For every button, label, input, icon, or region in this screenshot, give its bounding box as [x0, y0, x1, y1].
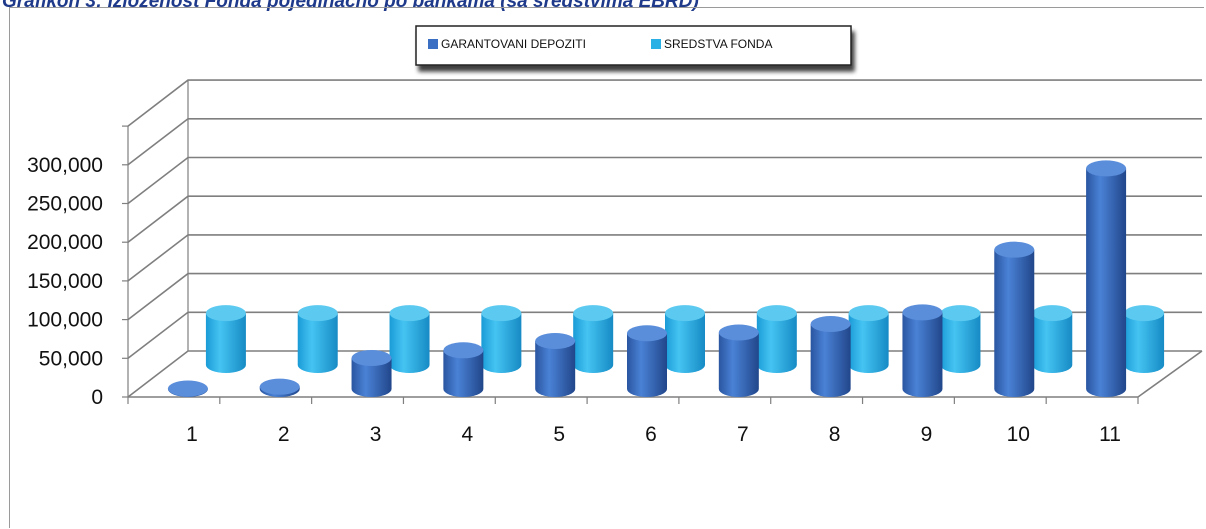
bar-garantovani-depoziti: [902, 304, 943, 397]
axes: [122, 80, 1203, 404]
legend-swatch: [651, 39, 661, 49]
y-tick-label: 0: [91, 386, 103, 409]
y-tick-label: 200,000: [27, 231, 103, 254]
bar-garantovani-depoziti: [718, 324, 759, 397]
bar-garantovani-depoziti: [167, 380, 208, 397]
bar-sredstva-fonda: [205, 305, 246, 373]
bar-garantovani-depoziti: [994, 241, 1035, 397]
tick-labels: 0 50,000 100,000 150,000 200,000 250,000 300,0…: [27, 154, 1121, 446]
x-tick-label: 6: [645, 423, 657, 446]
bar-sredstva-fonda: [940, 305, 981, 373]
legend-label: GARANTOVANI DEPOZITI: [441, 37, 586, 51]
x-tick-label: 9: [921, 423, 933, 446]
y-tick-label: 150,000: [27, 270, 103, 293]
bar-garantovani-depoziti: [443, 342, 484, 397]
bar-garantovani-depoziti: [627, 325, 667, 397]
bar-sredstva-fonda: [1124, 305, 1165, 373]
bar-sredstva-fonda: [481, 305, 522, 373]
bar-sredstva-fonda: [756, 305, 797, 373]
x-tick-label: 1: [186, 423, 198, 446]
x-tick-label: 10: [1007, 423, 1030, 446]
x-tick-label: 7: [737, 423, 749, 446]
bar-garantovani-depoziti: [810, 315, 851, 397]
x-tick-label: 4: [462, 423, 474, 446]
x-tick-label: 8: [829, 423, 841, 446]
bar-sredstva-fonda: [665, 305, 705, 373]
bar-sredstva-fonda: [573, 305, 614, 373]
bar-sredstva-fonda: [848, 305, 889, 373]
bar-garantovani-depoziti: [535, 333, 576, 397]
legend: GARANTOVANI DEPOZITI SREDSTVA FONDA: [415, 25, 852, 66]
bar-sredstva-fonda: [1032, 305, 1073, 373]
x-tick-label: 2: [278, 423, 290, 446]
y-tick-label: 50,000: [39, 347, 103, 370]
bar-garantovani-depoziti: [351, 350, 392, 397]
x-tick-label: 5: [553, 423, 565, 446]
bars: [167, 160, 1165, 397]
x-tick-label: 11: [1099, 423, 1121, 446]
legend-label: SREDSTVA FONDA: [664, 37, 772, 51]
bar-sredstva-fonda: [297, 305, 338, 373]
y-tick-label: 250,000: [27, 193, 103, 216]
figure-caption: Grafikon 3: Izloženost Fonda pojedinačno…: [2, 0, 699, 12]
bar-garantovani-depoziti: [259, 378, 300, 397]
chart-frame: [9, 7, 1204, 528]
legend-box: [415, 25, 852, 66]
bar-sredstva-fonda: [389, 305, 430, 373]
y-tick-label: 100,000: [27, 309, 103, 332]
y-tick-label: 300,000: [27, 154, 103, 177]
legend-swatch: [428, 39, 438, 49]
x-tick-label: 3: [370, 423, 382, 446]
bar-garantovani-depoziti: [1086, 160, 1127, 397]
